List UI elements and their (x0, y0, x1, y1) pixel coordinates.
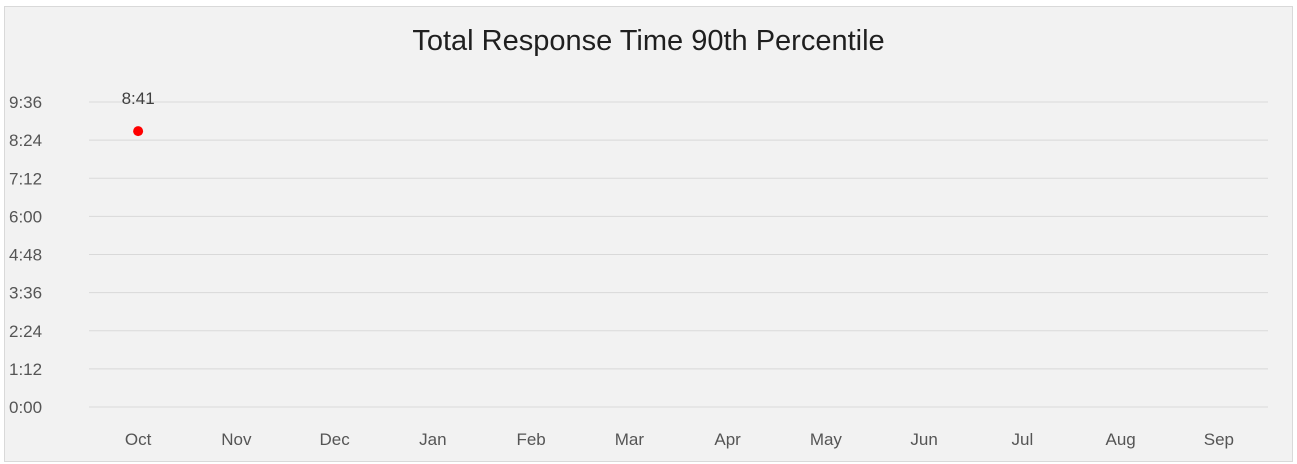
y-tick-label: 3:36 (9, 284, 42, 303)
y-tick-label: 1:12 (9, 360, 42, 379)
chart-title: Total Response Time 90th Percentile (412, 25, 885, 57)
y-tick-label: 2:24 (9, 322, 42, 341)
data-label: 8:41 (122, 89, 155, 108)
x-tick-label: Jan (419, 430, 446, 449)
x-tick-label: Sep (1204, 430, 1234, 449)
x-tick-label: Jul (1012, 430, 1034, 449)
chart-plot-area: 0:00 1:12 2:24 3:36 4:48 6:00 7:12 8:24 9:36 Oct N… (9, 89, 1268, 449)
x-tick-label: Aug (1106, 430, 1136, 449)
data-point (133, 126, 144, 137)
x-tick-label: Nov (221, 430, 252, 449)
y-tick-label: 7:12 (9, 169, 42, 188)
x-tick-label: Jun (910, 430, 937, 449)
y-tick-label: 8:24 (9, 131, 42, 150)
x-tick-label: Oct (125, 430, 152, 449)
y-tick-label: 4:48 (9, 246, 42, 265)
x-tick-label: May (810, 430, 843, 449)
y-tick-label: 6:00 (9, 207, 42, 226)
x-tick-label: Apr (714, 430, 741, 449)
x-tick-label: Mar (615, 430, 645, 449)
x-tick-label: Feb (516, 430, 545, 449)
y-tick-label: 0:00 (9, 398, 42, 417)
y-tick-label: 9:36 (9, 93, 42, 112)
x-tick-label: Dec (320, 430, 351, 449)
chart-frame: Total Response Time 90th Percentile 0:00… (4, 6, 1293, 462)
